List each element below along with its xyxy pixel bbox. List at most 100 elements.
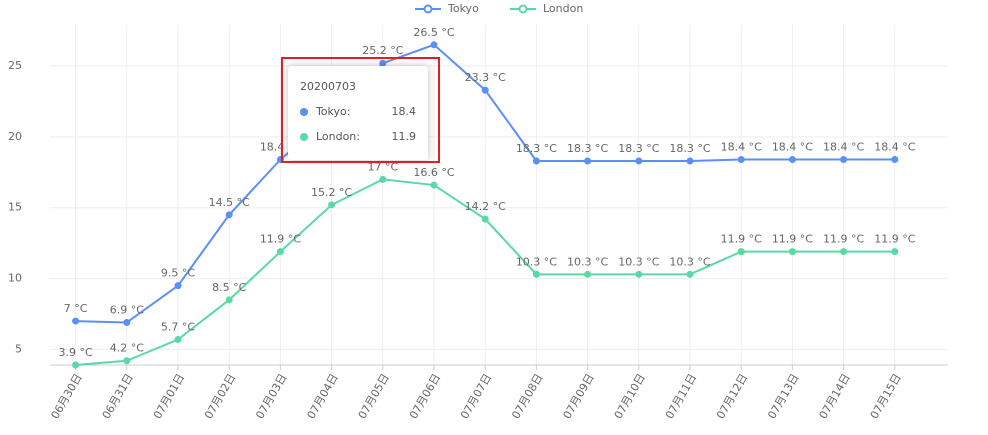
point — [532, 270, 540, 278]
data-label: 11.9 °C — [823, 233, 864, 246]
data-label: 18.3 °C — [618, 142, 659, 155]
x-tick-label: 07月14日 — [817, 372, 853, 422]
point — [840, 248, 848, 256]
data-label: 6.9 °C — [110, 303, 144, 316]
data-label: 11.9 °C — [721, 233, 762, 246]
point — [686, 157, 694, 165]
data-label: 14.2 °C — [465, 200, 506, 213]
point — [481, 86, 489, 94]
data-label: 9.5 °C — [161, 267, 195, 280]
data-label: 3.9 °C — [59, 346, 93, 359]
data-label: 18.4 °C — [721, 141, 762, 154]
data-label: 11.9 °C — [772, 233, 813, 246]
point — [481, 215, 489, 223]
y-tick-label: 25 — [8, 59, 22, 72]
y-tick-label: 5 — [15, 342, 22, 355]
data-label: 5.7 °C — [161, 320, 195, 333]
x-tick-label: 07月05日 — [356, 372, 392, 422]
highlight-box — [281, 57, 440, 163]
data-label: 18.4 °C — [772, 141, 813, 154]
point — [635, 270, 643, 278]
point — [430, 41, 438, 49]
x-tick-label: 07月04日 — [305, 372, 341, 422]
point — [72, 361, 80, 369]
legend-label: Tokyo — [447, 2, 479, 15]
point — [379, 59, 387, 67]
data-label: 17 °C — [367, 160, 398, 173]
data-label: 16.6 °C — [413, 166, 454, 179]
tooltip-label: London: — [315, 130, 360, 143]
point — [72, 317, 80, 325]
tooltip-title: 20200703 — [300, 80, 356, 93]
x-tick-label: 06月30日 — [49, 372, 85, 422]
tooltip-row: Tokyo: 18.4 — [300, 105, 416, 118]
legend-label: London — [543, 2, 583, 15]
x-tick-label: 07月09日 — [561, 372, 597, 422]
point — [328, 201, 336, 209]
data-label: 10.3 °C — [669, 255, 710, 268]
tooltip: 20200703 Tokyo: 18.4 London: 11.9 — [288, 66, 428, 160]
point — [788, 248, 796, 256]
point — [737, 156, 745, 164]
data-label: 18.3 °C — [669, 142, 710, 155]
data-label: 4.2 °C — [110, 342, 144, 355]
data-label: 10.3 °C — [618, 255, 659, 268]
point — [635, 157, 643, 165]
x-tick-label: 07月03日 — [253, 372, 289, 422]
x-tick-label: 07月12日 — [714, 372, 750, 422]
data-label: 25.2 °C — [362, 44, 403, 57]
tooltip-value: 18.4 — [391, 105, 417, 118]
tooltip-dot — [300, 107, 308, 116]
point — [276, 248, 284, 256]
x-tick-label: 07月15日 — [868, 372, 904, 422]
data-label: 7 °C — [64, 302, 88, 315]
data-label: 11.9 °C — [260, 233, 301, 246]
point — [225, 296, 233, 304]
point — [430, 181, 438, 189]
x-tick-label: 06月31日 — [100, 372, 136, 422]
data-label: 10.3 °C — [567, 255, 608, 268]
tooltip-value: 11.9 — [391, 130, 417, 143]
point — [686, 270, 694, 278]
data-label: 15.2 °C — [311, 186, 352, 199]
data-label: 10.3 °C — [516, 255, 557, 268]
y-tick-label: 20 — [8, 130, 22, 143]
point — [532, 157, 540, 165]
data-label: 14.5 °C — [209, 196, 250, 209]
x-tick-label: 07月06日 — [407, 372, 443, 422]
x-tick-label: 07月08日 — [509, 372, 545, 422]
tooltip-row: London: 11.9 — [300, 130, 416, 143]
point — [379, 175, 387, 183]
legend-dot — [518, 4, 528, 14]
point — [123, 318, 131, 326]
y-tick-label: 10 — [8, 272, 22, 285]
point — [891, 156, 899, 164]
point — [584, 270, 592, 278]
x-tick-label: 07月10日 — [612, 372, 648, 422]
point — [840, 156, 848, 164]
data-label: 18.4 °C — [823, 141, 864, 154]
point — [174, 335, 182, 343]
x-tick-label: 07月11日 — [663, 372, 699, 422]
data-label: 26.5 °C — [413, 26, 454, 39]
tooltip-dot — [300, 132, 308, 141]
y-tick-label: 15 — [8, 201, 22, 214]
data-label: 8.5 °C — [212, 281, 246, 294]
data-label: 18.3 °C — [516, 142, 557, 155]
x-tick-label: 07月02日 — [202, 372, 238, 422]
data-label: 18.3 °C — [567, 142, 608, 155]
point — [123, 357, 131, 365]
data-label: 18.4 °C — [874, 141, 915, 154]
x-tick-label: 07月13日 — [765, 372, 801, 422]
data-label: 11.9 °C — [874, 233, 915, 246]
x-tick-label: 07月07日 — [458, 372, 494, 422]
point — [891, 248, 899, 256]
data-label: 23.3 °C — [465, 71, 506, 84]
x-tick-label: 07月01日 — [151, 372, 187, 422]
point — [174, 282, 182, 290]
point — [737, 248, 745, 256]
legend-dot — [423, 4, 433, 14]
point — [788, 156, 796, 164]
